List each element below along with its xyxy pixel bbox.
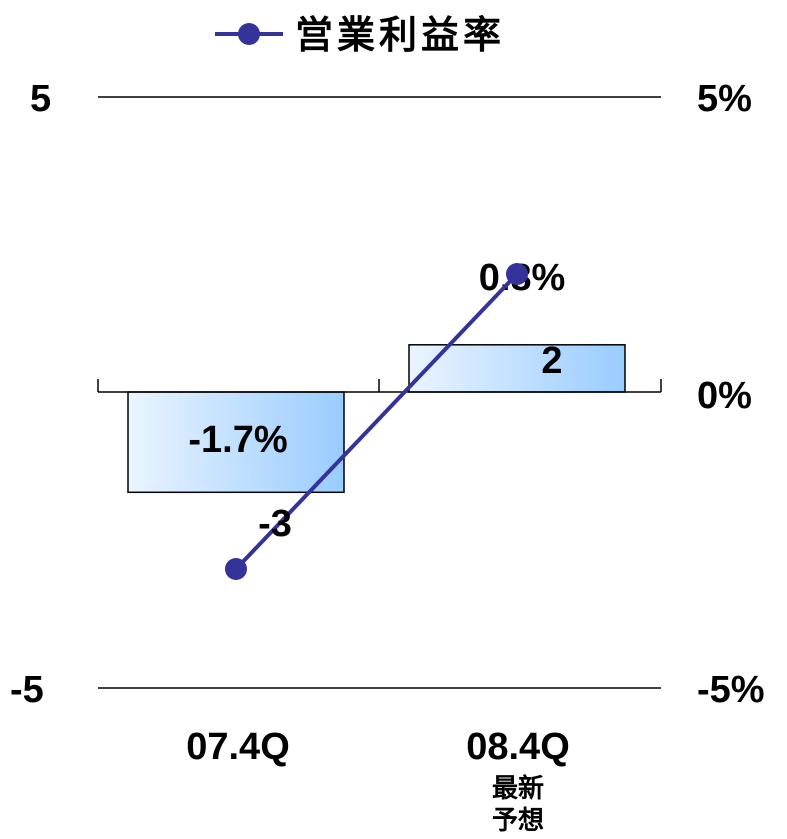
line-point-08-4q xyxy=(506,263,528,285)
left-axis-tick-label-bottom: -5 xyxy=(10,669,44,711)
category-sublabel-line: 最新 xyxy=(492,773,544,803)
line-value-label-08-4q: 2 xyxy=(541,340,562,382)
right-axis-tick-label-middle: 0% xyxy=(697,375,752,417)
category-sublabel-line: 予想 xyxy=(492,805,544,835)
bar-08-4q xyxy=(408,344,626,393)
operating-margin-line xyxy=(234,272,519,571)
right-axis-tick-label-top: 5% xyxy=(697,78,752,120)
legend-marker xyxy=(238,23,260,45)
category-label-07-4q: 07.4Q xyxy=(186,726,290,768)
right-axis-tick-label-bottom: -5% xyxy=(697,669,765,711)
left-axis-tick-label-top: 5 xyxy=(30,78,51,120)
bar-07-4q xyxy=(127,391,345,494)
line-value-label-07-4q: -3 xyxy=(258,503,292,545)
category-label-08-4q: 08.4Q xyxy=(466,726,570,768)
bar-value-label-07-4q: -1.7% xyxy=(188,419,287,461)
category-sublabel-08-4q: 最新予想 xyxy=(492,773,544,835)
legend-label: 営業利益率 xyxy=(295,15,505,57)
legend: 営業利益率 xyxy=(215,15,505,57)
line-point-07-4q xyxy=(225,558,247,580)
